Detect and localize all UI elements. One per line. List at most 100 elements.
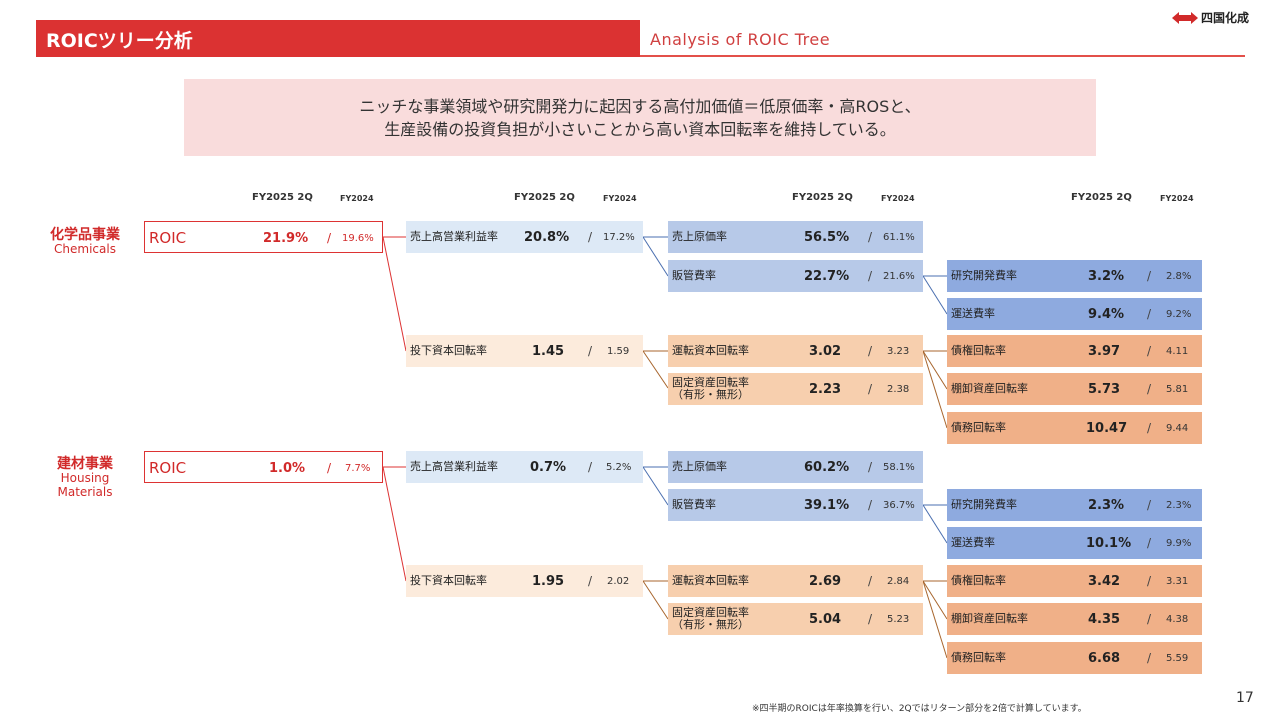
metric-current: 3.42 <box>1088 573 1121 589</box>
metric-label-sub: （有形・無形） <box>672 388 749 401</box>
metric-current: 1.0% <box>269 460 306 476</box>
metric-current: 60.2% <box>804 459 850 475</box>
metric-current: 2.23 <box>809 381 842 397</box>
metric-prior: 21.6% <box>883 270 915 282</box>
summary-line-1: ニッチな事業領域や研究開発力に起因する高付加価値＝低原価率・高ROSと、 <box>359 96 921 116</box>
metric-prior: 2.02 <box>607 575 630 587</box>
chemicals-freight-box: 運送費率 9.4% / 9.2% <box>947 298 1202 330</box>
segment-name-chemicals-jp: 化学品事業 <box>50 227 120 243</box>
housing-sga-box: 販管費率 39.1% / 36.7% <box>668 489 923 521</box>
metric-current: 10.47 <box>1086 420 1128 436</box>
metric-current: 39.1% <box>804 497 850 513</box>
col-header-current-4: FY2025 2Q <box>1071 192 1132 203</box>
col-header-prior-4: FY2024 <box>1160 194 1194 203</box>
slash: / <box>1147 421 1152 435</box>
slash: / <box>868 269 873 283</box>
metric-label: 運送費率 <box>951 536 995 549</box>
logo-text: 四国化成 <box>1201 11 1250 25</box>
metric-current: 21.9% <box>263 230 309 246</box>
col-header-current-2: FY2025 2Q <box>514 192 575 203</box>
metric-label: 売上原価率 <box>672 230 727 243</box>
metric-prior: 19.6% <box>342 232 374 244</box>
slash: / <box>868 230 873 244</box>
segment-name-housing-jp: 建材事業 <box>57 456 113 472</box>
metric-label-sub: （有形・無形） <box>672 618 749 631</box>
page-number: 17 <box>1236 690 1254 706</box>
segment-name-housing-en-2: Materials <box>57 485 113 499</box>
footnote: ※四半期のROICは年率換算を行い、2Qではリターン部分を2倍で計算しています。 <box>752 704 1087 714</box>
slash: / <box>1147 574 1152 588</box>
logo-mark-icon <box>1172 11 1198 24</box>
metric-prior: 9.2% <box>1166 308 1192 320</box>
slash: / <box>327 461 332 475</box>
col-header-current-3: FY2025 2Q <box>792 192 853 203</box>
metric-label: 棚卸資産回転率 <box>951 612 1028 625</box>
metric-prior: 5.81 <box>1166 383 1189 395</box>
col-header-prior-1: FY2024 <box>340 194 374 203</box>
metric-current: 56.5% <box>804 229 850 245</box>
metric-label: 販管費率 <box>672 498 716 511</box>
col-header-current-1: FY2025 2Q <box>252 192 313 203</box>
metric-current: 9.4% <box>1088 306 1125 322</box>
metric-prior: 4.38 <box>1166 613 1189 625</box>
col-header-prior-2: FY2024 <box>603 194 637 203</box>
slash: / <box>588 460 593 474</box>
metric-prior: 58.1% <box>883 461 915 473</box>
metric-current: 2.3% <box>1088 497 1125 513</box>
slash: / <box>868 344 873 358</box>
metric-prior: 2.8% <box>1166 270 1192 282</box>
metric-label: 債権回転率 <box>951 344 1006 357</box>
chemicals-rd-box: 研究開発費率 3.2% / 2.8% <box>947 260 1202 292</box>
chemicals-ros-box: 売上高営業利益率 20.8% / 17.2% <box>406 221 643 253</box>
slash: / <box>588 574 593 588</box>
metric-prior: 7.7% <box>345 462 371 474</box>
segment-name-housing-en-1: Housing <box>60 471 110 485</box>
slash: / <box>868 612 873 626</box>
summary-box: ニッチな事業領域や研究開発力に起因する高付加価値＝低原価率・高ROSと、 生産設… <box>184 79 1096 156</box>
metric-current: 3.02 <box>809 343 842 359</box>
housing-cogs-box: 売上原価率 60.2% / 58.1% <box>668 451 923 483</box>
chemicals-turnover-box: 投下資本回転率 1.45 / 1.59 <box>406 335 643 367</box>
slash: / <box>1147 269 1152 283</box>
metric-prior: 9.9% <box>1166 537 1192 549</box>
metric-current: 10.1% <box>1086 535 1132 551</box>
housing-rd-box: 研究開発費率 2.3% / 2.3% <box>947 489 1202 521</box>
chemicals-payable-box: 債務回転率 10.47 / 9.44 <box>947 412 1202 444</box>
page-subtitle: Analysis of ROIC Tree <box>650 30 831 49</box>
slash: / <box>588 344 593 358</box>
housing-receivable-box: 債権回転率 3.42 / 3.31 <box>947 565 1202 597</box>
metric-label: 固定資産回転率 <box>672 606 749 619</box>
metric-current: 1.45 <box>532 343 565 359</box>
metric-label: 売上原価率 <box>672 460 727 473</box>
chemicals-sga-box: 販管費率 22.7% / 21.6% <box>668 260 923 292</box>
metric-label: 投下資本回転率 <box>410 574 487 587</box>
metric-current: 1.95 <box>532 573 565 589</box>
metric-current: 5.04 <box>809 611 842 627</box>
housing-ros-box: 売上高営業利益率 0.7% / 5.2% <box>406 451 643 483</box>
metric-prior: 2.38 <box>887 383 910 395</box>
metric-current: 5.73 <box>1088 381 1121 397</box>
metric-prior: 3.31 <box>1166 575 1189 587</box>
metric-label: 研究開発費率 <box>951 498 1017 511</box>
metric-prior: 5.2% <box>606 461 632 473</box>
housing-freight-box: 運送費率 10.1% / 9.9% <box>947 527 1202 559</box>
metric-label: 売上高営業利益率 <box>410 460 498 473</box>
metric-current: 0.7% <box>530 459 567 475</box>
metric-prior: 5.59 <box>1166 652 1189 664</box>
metric-label: 研究開発費率 <box>951 269 1017 282</box>
slash: / <box>1147 307 1152 321</box>
metric-label: 投下資本回転率 <box>410 344 487 357</box>
metric-label: 棚卸資産回転率 <box>951 382 1028 395</box>
metric-label: 債権回転率 <box>951 574 1006 587</box>
title-underline <box>640 55 1245 57</box>
slash: / <box>868 460 873 474</box>
chemicals-inventory-box: 棚卸資産回転率 5.73 / 5.81 <box>947 373 1202 405</box>
slash: / <box>1147 382 1152 396</box>
metric-current: 22.7% <box>804 268 850 284</box>
metric-prior: 5.23 <box>887 613 910 625</box>
col-header-prior-3: FY2024 <box>881 194 915 203</box>
slash: / <box>1147 612 1152 626</box>
slash: / <box>868 498 873 512</box>
chemicals-roic-box: ROIC 21.9% / 19.6% <box>144 221 383 253</box>
metric-prior: 2.84 <box>887 575 910 587</box>
